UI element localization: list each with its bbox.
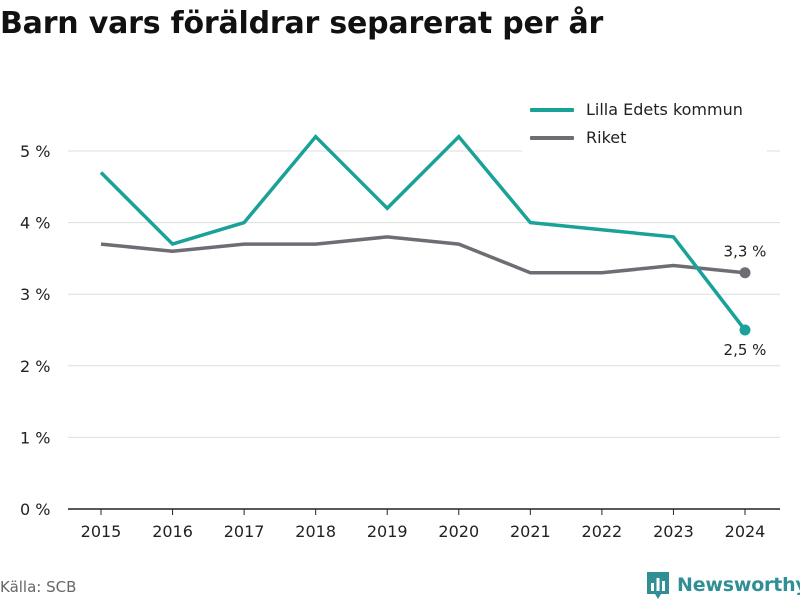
series-endpoint-riket bbox=[739, 267, 751, 279]
x-tick-label: 2024 bbox=[725, 522, 766, 541]
y-tick-label: 5 % bbox=[20, 142, 50, 161]
series-group bbox=[99, 134, 751, 336]
x-axis: 2015 2016 2017 2018 2019 2020 2021 2022 2023 2024 bbox=[81, 509, 766, 541]
x-tick-label: 2019 bbox=[367, 522, 408, 541]
legend: Lilla Edets kommun Riket bbox=[522, 96, 767, 152]
legend-item-lilla-edet: Lilla Edets kommun bbox=[530, 100, 743, 119]
y-axis: 0 % 1 % 2 % 3 % 4 % 5 % bbox=[20, 142, 50, 519]
x-tick-label: 2020 bbox=[438, 522, 479, 541]
legend-label-lilla-edet: Lilla Edets kommun bbox=[586, 100, 743, 119]
source-note: Källa: SCB bbox=[0, 578, 77, 596]
x-tick-label: 2022 bbox=[582, 522, 623, 541]
y-tick-label: 4 % bbox=[20, 214, 50, 233]
brand-logo[interactable]: Newsworthy bbox=[645, 570, 800, 600]
x-tick-label: 2018 bbox=[295, 522, 336, 541]
y-tick-label: 1 % bbox=[20, 428, 50, 447]
y-tick-label: 0 % bbox=[20, 500, 50, 519]
series-endpoint-lilla-edet bbox=[739, 324, 751, 336]
y-tick-label: 2 % bbox=[20, 357, 50, 376]
brand-name: Newsworthy bbox=[677, 574, 800, 596]
end-label-lilla-edet: 2,5 % bbox=[724, 341, 767, 359]
x-tick-label: 2017 bbox=[224, 522, 265, 541]
series-line-riket bbox=[100, 235, 746, 275]
end-labels: 2,5 % 3,3 % bbox=[724, 243, 767, 359]
legend-swatch-riket bbox=[530, 135, 574, 140]
x-tick-label: 2021 bbox=[510, 522, 551, 541]
end-label-riket: 3,3 % bbox=[724, 243, 767, 261]
grid-lines bbox=[68, 150, 780, 510]
chart-title: Barn vars föräldrar separerat per år bbox=[0, 6, 604, 41]
bar-chart-icon bbox=[647, 572, 669, 599]
x-tick-label: 2015 bbox=[81, 522, 122, 541]
legend-label-riket: Riket bbox=[586, 128, 627, 147]
y-tick-label: 3 % bbox=[20, 285, 50, 304]
legend-swatch-lilla-edet bbox=[530, 107, 574, 112]
legend-item-riket: Riket bbox=[530, 128, 626, 147]
x-tick-label: 2016 bbox=[152, 522, 193, 541]
x-tick-label: 2023 bbox=[653, 522, 694, 541]
series-line-lilla-edet bbox=[99, 134, 747, 332]
